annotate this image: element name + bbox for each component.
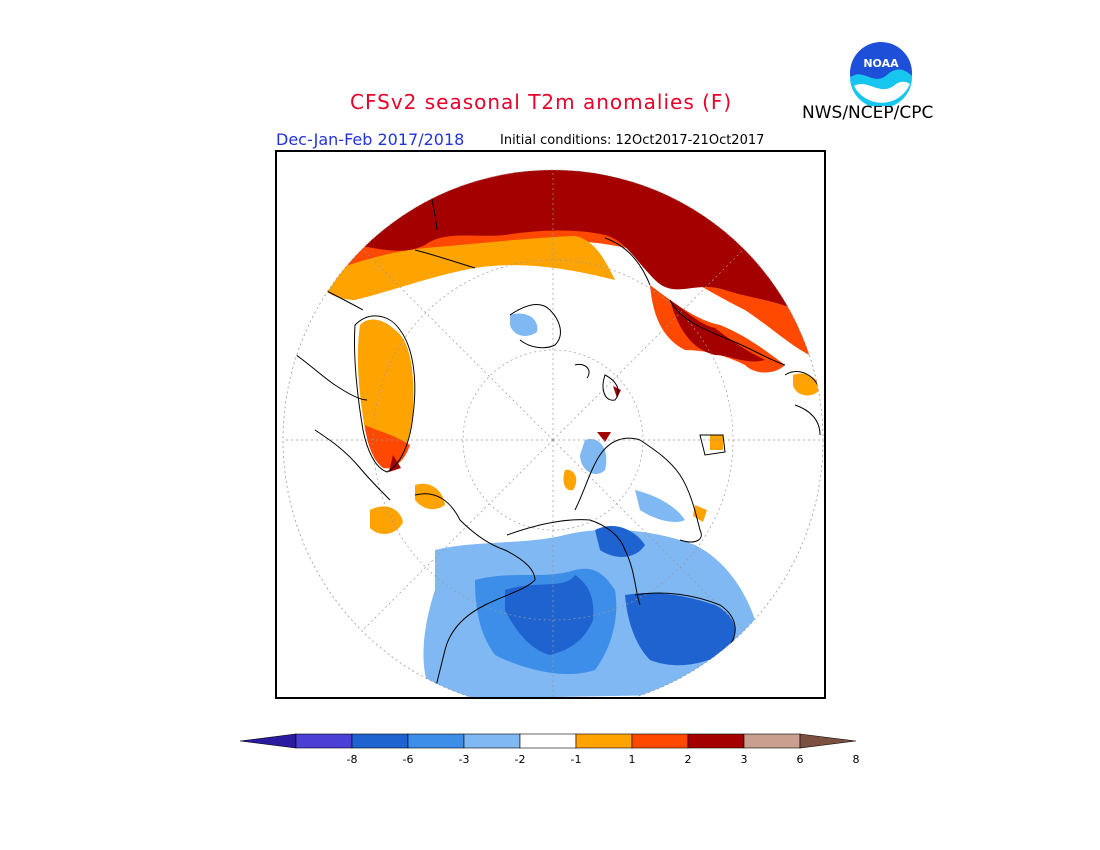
legend-swatch <box>463 733 521 749</box>
legend-arrow-left <box>240 733 297 749</box>
agency-label: NWS/NCEP/CPC <box>802 103 934 123</box>
legend-tick-label: 3 <box>741 753 748 766</box>
warm-anomaly-region <box>365 425 410 469</box>
anomaly-map <box>275 150 826 699</box>
legend-tick-label: 6 <box>797 753 804 766</box>
noaa-logo-text: NOAA <box>863 57 899 70</box>
legend-tick-label: -6 <box>403 753 414 766</box>
legend-swatch <box>351 733 409 749</box>
legend-swatch <box>631 733 689 749</box>
legend-swatch <box>743 733 801 749</box>
warm-patch <box>370 506 403 534</box>
warm-patch <box>415 483 445 510</box>
warm-patch <box>710 435 723 450</box>
legend-tick-label: 2 <box>685 753 692 766</box>
legend-tick-label: -2 <box>515 753 526 766</box>
legend-swatch <box>519 733 577 749</box>
map-title: CFSv2 seasonal T2m anomalies (F) <box>350 90 733 114</box>
legend-tick-label: 1 <box>629 753 636 766</box>
cool-patch <box>510 313 538 336</box>
legend-swatch <box>687 733 745 749</box>
warm-patch <box>563 469 577 491</box>
strong-warm-region <box>389 455 401 472</box>
cold-region <box>505 575 594 655</box>
legend-swatch <box>575 733 633 749</box>
warm-patch <box>613 386 621 398</box>
legend-tick-label: -1 <box>571 753 582 766</box>
color-legend: -8 -6 -3 -2 -1 1 2 3 6 8 <box>240 733 860 766</box>
cool-patch <box>635 490 685 522</box>
cool-patch <box>580 439 607 475</box>
season-label: Dec-Jan-Feb 2017/2018 <box>276 130 465 149</box>
cold-region <box>625 593 735 666</box>
legend-tick-label: -3 <box>459 753 470 766</box>
legend-arrow-right <box>799 733 857 749</box>
moderate-warm-region <box>315 236 615 300</box>
warm-patch <box>597 432 611 442</box>
legend-tick-label: 8 <box>853 753 860 766</box>
map-frame <box>275 150 826 699</box>
legend-swatch <box>295 733 353 749</box>
initial-conditions-label: Initial conditions: 12Oct2017-21Oct2017 <box>500 133 765 148</box>
strong-warm-region <box>670 300 765 362</box>
warm-anomaly-region <box>650 285 785 373</box>
legend-tick-label: -8 <box>347 753 358 766</box>
noaa-logo-icon: NOAA <box>850 42 913 106</box>
legend-swatch <box>407 733 465 749</box>
cold-region <box>595 525 645 557</box>
